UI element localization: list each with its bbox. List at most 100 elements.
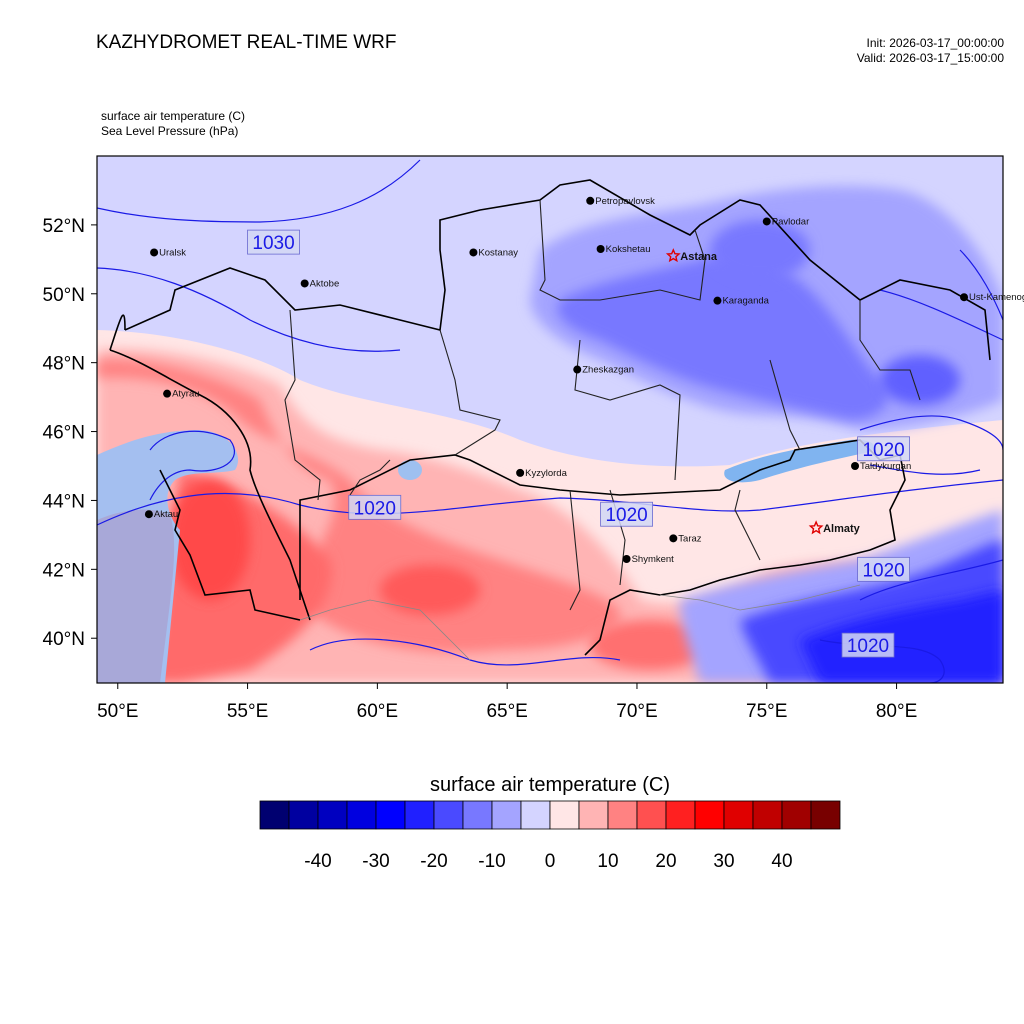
isobar-label-box	[857, 436, 910, 462]
city-dot-icon	[469, 248, 478, 257]
city-label: Shymkent	[632, 554, 675, 565]
isobar-label: 1020	[841, 632, 895, 658]
x-tick-label: 65°E	[486, 701, 527, 722]
colorbar-title: surface air temperature (C)	[429, 774, 671, 796]
y-tick-label: 48°N	[43, 354, 85, 375]
city-dot-icon	[150, 248, 159, 257]
isobar-label: 1030	[247, 229, 300, 255]
city-label: Petropavlovsk	[595, 196, 655, 207]
city-dot-icon	[851, 462, 860, 470]
city-label: Astana	[680, 251, 718, 263]
y-tick-label: 44°N	[43, 491, 85, 512]
y-tick-label: 42°N	[43, 560, 85, 581]
colorbar-swatch	[752, 800, 783, 830]
city-label: Pavlodar	[772, 216, 810, 227]
city-label: Kokshetau	[606, 244, 651, 255]
city-dot-icon	[163, 389, 172, 398]
city-label: Taldykurgan	[860, 461, 911, 472]
colorbar-swatch	[375, 800, 406, 830]
capital-star-icon	[808, 520, 824, 535]
colorbar-swatch	[636, 800, 667, 830]
city-label: Kyzylorda	[525, 468, 567, 479]
city-label: Karaganda	[722, 296, 769, 307]
y-tick-label: 46°N	[43, 423, 85, 444]
y-tick-label: 40°N	[43, 629, 85, 650]
colorbar-swatch	[665, 800, 696, 830]
isobar-label-box	[247, 229, 300, 255]
colorbar-swatch	[810, 800, 841, 830]
colorbar-tick-label: -30	[362, 851, 389, 872]
colorbar-swatch	[723, 800, 754, 830]
axis-ticks: 50°E 55°E 60°E 65°E 70°E 75°E 80°E 52°N 50°N 48°N…	[43, 216, 918, 722]
x-tick-label: 60°E	[357, 701, 398, 722]
isobar-label-text: 1020	[847, 636, 889, 657]
city-dot-icon	[762, 217, 771, 226]
colorbar-swatch	[259, 800, 290, 830]
city-dot-icon	[586, 196, 595, 205]
colorbar: -40 -30 -20 -10 0 10 20 30 40	[259, 800, 841, 872]
isobar-label: 1020	[857, 436, 910, 462]
city-label: Zheskazgan	[582, 365, 634, 376]
city-dot-icon	[573, 365, 582, 374]
isobar-label: 1020	[857, 556, 910, 582]
isobar-labels: 1030 1020 1020 1020 1020 1020	[247, 229, 910, 658]
x-tick-label: 50°E	[97, 701, 138, 722]
x-tick-label: 55°E	[227, 701, 268, 722]
city-dot-icon	[144, 510, 153, 519]
colorbar-swatch	[346, 800, 377, 830]
variable-label-temperature: surface air temperature (C)	[101, 109, 246, 123]
city-label: Aktau	[154, 509, 178, 520]
y-tick-label: 52°N	[43, 216, 85, 237]
isobar-label-box	[600, 501, 653, 527]
x-tick-label: 75°E	[746, 701, 787, 722]
city-label: Taraz	[678, 533, 701, 544]
colorbar-tick-label: 0	[545, 851, 556, 872]
map-frame	[96, 155, 1004, 684]
oblast-borders	[284, 199, 921, 611]
colorbar-swatch	[694, 800, 725, 830]
city-dot-icon	[596, 245, 605, 253]
isobar-label: 1020	[600, 501, 653, 527]
init-time: Init: 2026-03-17_00:00:00	[866, 36, 1004, 50]
isobar-label-box	[841, 632, 895, 658]
colorbar-swatch	[404, 800, 435, 830]
isobar-label-text: 1030	[252, 233, 294, 254]
city-markers: Petropavlovsk Kostanay Kokshetau Pavlodar Ur…	[144, 196, 1024, 565]
colorbar-tick-label: 30	[713, 851, 734, 872]
isobar-label-box	[348, 494, 402, 520]
city-dot-icon	[300, 279, 309, 288]
colorbar-swatch	[578, 800, 609, 830]
city-dot-icon	[960, 293, 969, 302]
isobar-lines	[97, 159, 1003, 683]
city-label: Atyrau	[172, 389, 199, 400]
colorbar-swatch	[462, 800, 493, 830]
y-tick-label: 50°N	[43, 285, 85, 306]
city-dot-icon	[713, 296, 722, 305]
colorbar-swatch	[520, 800, 551, 830]
colorbar-tick-label: -10	[478, 851, 505, 872]
isobar-label-text: 1020	[354, 498, 396, 519]
city-dot-icon	[622, 555, 631, 563]
colorbar-tick-label: 40	[771, 851, 792, 872]
colorbar-swatch	[607, 800, 638, 830]
colorbar-swatch	[781, 800, 812, 830]
colorbar-swatch	[491, 800, 522, 830]
colorbar-swatch	[549, 800, 580, 830]
city-label: Kostanay	[478, 247, 518, 258]
colorbar-tick-label: -20	[420, 851, 447, 872]
colorbar-swatch	[433, 800, 464, 830]
isobar-label: 1020	[348, 494, 402, 520]
isobar-label-text: 1020	[862, 560, 904, 581]
x-tick-label: 80°E	[876, 701, 917, 722]
colorbar-swatch	[288, 800, 319, 830]
valid-time: Valid: 2026-03-17_15:00:00	[856, 51, 1004, 65]
city-label: Ust-Kamenogorsk	[969, 292, 1024, 303]
temperature-field	[97, 156, 1003, 683]
isobar-label-text: 1020	[862, 440, 904, 461]
x-tick-label: 70°E	[616, 701, 657, 722]
capital-star-icon	[665, 248, 681, 263]
city-label: Uralsk	[159, 247, 186, 258]
isobar-label-text: 1020	[605, 505, 647, 526]
city-label: Aktobe	[310, 278, 340, 289]
